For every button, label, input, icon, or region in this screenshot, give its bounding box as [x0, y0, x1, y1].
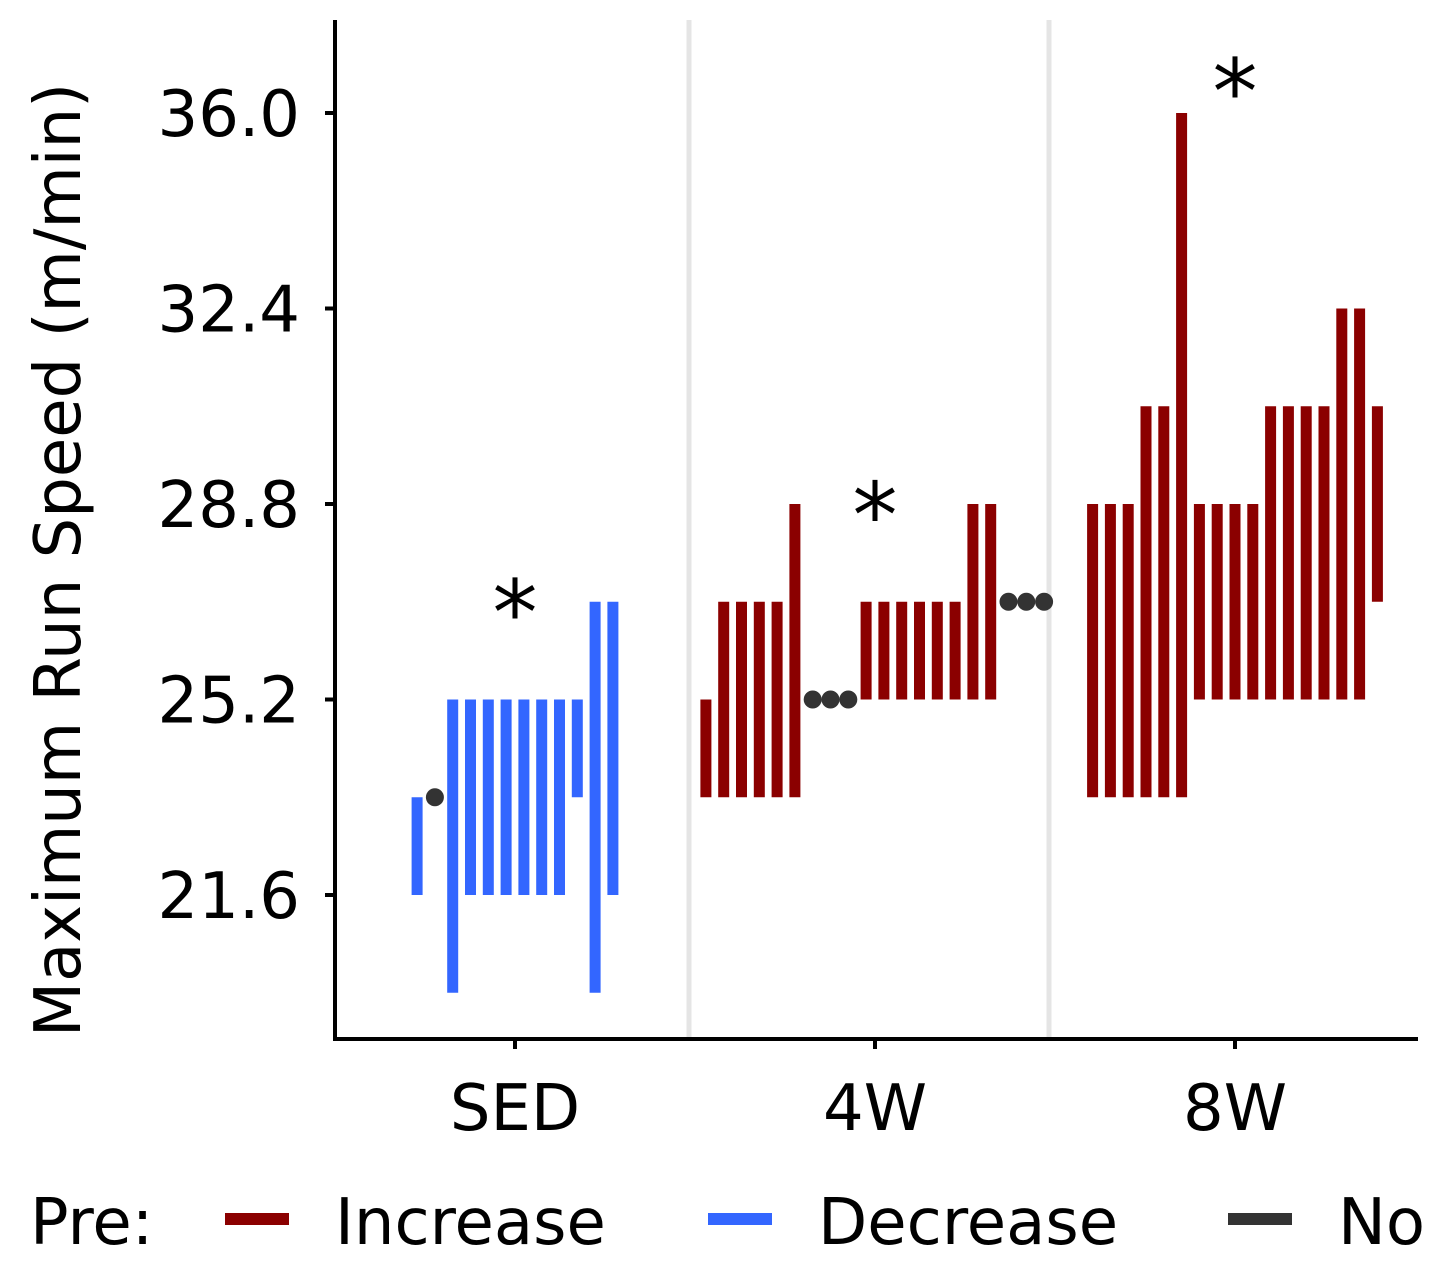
increase-range-bar — [1176, 113, 1188, 798]
increase-range-bar — [985, 504, 997, 700]
decrease-range-bar — [447, 699, 459, 993]
increase-range-bar — [1282, 406, 1294, 700]
legend-label: Decrease — [818, 1186, 1118, 1260]
legend-key — [1228, 1213, 1292, 1225]
no-change-point — [839, 690, 858, 709]
decrease-range-bar — [554, 699, 565, 895]
no-change-point — [821, 690, 840, 709]
y-tick-label: 28.8 — [158, 469, 301, 543]
increase-range-bar — [1300, 406, 1312, 700]
increase-range-bar — [1318, 406, 1330, 700]
increase-range-bar — [1104, 504, 1116, 798]
y-axis-title: Maximum Run Speed (m/min) — [22, 83, 96, 1037]
decrease-range-bar — [571, 699, 583, 798]
significance-marks: * * * — [493, 40, 1258, 666]
increase-range-bar — [718, 601, 730, 798]
legend: Pre: Increase Decrease No — [30, 1186, 1425, 1260]
significance-asterisk: * — [1213, 40, 1258, 145]
increase-range-bar — [771, 601, 783, 798]
x-tick-label: 8W — [1183, 1072, 1287, 1146]
legend-label: Increase — [335, 1186, 606, 1260]
increase-range-bar — [967, 504, 979, 700]
increase-range-bar — [1336, 308, 1348, 700]
increase-range-bar — [753, 601, 765, 798]
decrease-range-bar — [607, 601, 619, 895]
group-separators — [686, 20, 1052, 1039]
no-change-point — [1035, 592, 1054, 611]
significance-asterisk: * — [493, 562, 538, 667]
increase-range-bar — [789, 504, 801, 798]
increase-range-bar — [1158, 406, 1170, 798]
decrease-range-bar — [536, 699, 548, 895]
decrease-range-bar — [411, 797, 423, 895]
increase-range-bar — [931, 601, 943, 700]
increase-range-bar — [1265, 406, 1277, 700]
x-ticks: SED 4W 8W — [450, 1039, 1287, 1146]
increase-range-bar — [1211, 504, 1223, 700]
increase-range-bar — [914, 601, 925, 700]
increase-range-bar — [1122, 504, 1134, 798]
increase-range-bar — [1193, 504, 1205, 700]
legend-key — [225, 1213, 289, 1225]
increase-range-bar — [1229, 504, 1241, 700]
decrease-range-bar — [518, 699, 530, 895]
y-tick-label: 25.2 — [158, 665, 301, 739]
decrease-range-bar — [500, 699, 512, 895]
decrease-range-bar — [482, 699, 494, 895]
x-tick-label: 4W — [823, 1072, 927, 1146]
increase-range-bar — [878, 601, 890, 700]
increase-range-bar — [1371, 406, 1383, 602]
no-change-point — [425, 788, 444, 807]
no-change-point — [1017, 592, 1036, 611]
decrease-range-bar — [465, 699, 476, 895]
y-tick-label: 36.0 — [158, 78, 301, 152]
increase-range-bar — [949, 601, 961, 700]
no-change-point — [999, 592, 1018, 611]
y-tick-label: 32.4 — [158, 274, 301, 348]
legend-label: No — [1338, 1186, 1425, 1260]
increase-range-bar — [896, 601, 908, 700]
no-change-point — [803, 690, 822, 709]
increase-range-bar — [1140, 406, 1152, 798]
increase-range-bar — [860, 601, 872, 700]
increase-range-bar — [700, 699, 712, 798]
increase-range-bar — [1087, 504, 1099, 798]
increase-range-bar — [1247, 504, 1259, 700]
y-ticks: 21.6 25.2 28.8 32.4 36.0 — [158, 78, 335, 934]
plot-marks — [411, 113, 1383, 993]
significance-asterisk: * — [853, 464, 898, 569]
legend-key — [708, 1213, 772, 1225]
increase-range-bar — [1354, 308, 1366, 700]
y-tick-label: 21.6 — [158, 860, 301, 934]
legend-title: Pre: — [30, 1186, 153, 1260]
decrease-range-bar — [589, 601, 601, 993]
increase-range-bar — [736, 601, 747, 798]
x-tick-label: SED — [450, 1072, 580, 1146]
